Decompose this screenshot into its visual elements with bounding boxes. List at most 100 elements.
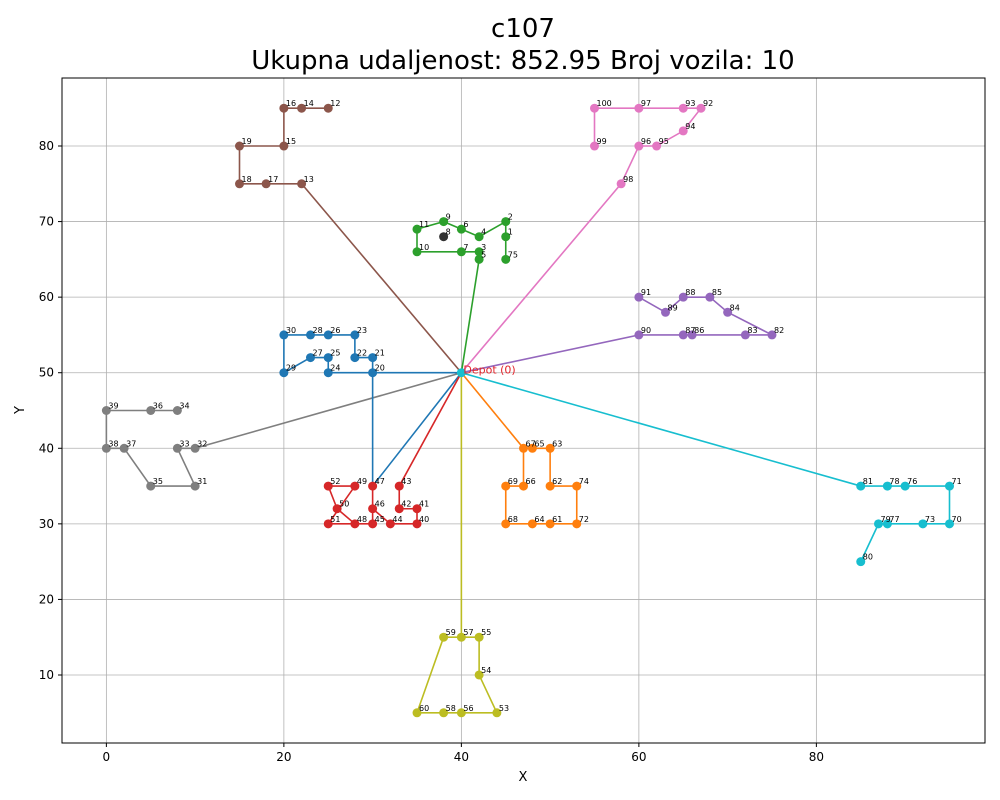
customer-point	[412, 504, 422, 514]
customer-point	[501, 232, 511, 242]
customer-label: 81	[863, 477, 873, 486]
y-tick-label: 50	[39, 366, 54, 380]
customer-label: 1	[508, 228, 513, 237]
customer-point	[474, 632, 484, 642]
x-tick-label: 60	[631, 750, 646, 764]
customer-label: 22	[357, 349, 367, 358]
customer-point	[394, 481, 404, 491]
customer-label: 95	[659, 137, 669, 146]
customer-label: 74	[579, 477, 589, 486]
customer-point	[101, 443, 111, 453]
customer-point	[146, 406, 156, 415]
customer-label: 64	[534, 515, 544, 524]
customer-point	[519, 443, 528, 453]
customer-point	[235, 141, 244, 151]
customer-point	[456, 708, 466, 718]
y-tick-label: 20	[39, 592, 54, 606]
depot-route-segment	[460, 259, 480, 373]
customer-point	[146, 481, 156, 491]
customer-label: 27	[313, 349, 323, 358]
customer-label: 52	[330, 477, 340, 486]
chart-subtitle: Ukupna udaljenost: 852.95 Broj vozila: 1…	[251, 46, 794, 76]
x-axis-label: X	[519, 770, 528, 785]
customer-label: 59	[446, 628, 456, 637]
customer-point	[634, 103, 644, 113]
customer-point	[279, 330, 289, 340]
customer-label: 60	[419, 704, 429, 713]
customer-point	[501, 254, 511, 264]
customer-label: 45	[375, 515, 385, 524]
depot-route-segment	[194, 371, 462, 450]
customer-point	[306, 353, 315, 363]
customer-point	[856, 557, 866, 567]
customer-label: 9	[446, 213, 451, 222]
customer-label: 48	[357, 515, 367, 524]
customer-label: 71	[952, 477, 962, 486]
customer-label: 20	[375, 364, 385, 373]
customer-label: 72	[579, 515, 589, 524]
customer-label: 34	[179, 402, 189, 411]
customer-label: 83	[747, 326, 757, 335]
customer-point	[439, 632, 449, 642]
customer-label: 17	[268, 175, 278, 184]
customer-label: 89	[668, 303, 678, 312]
customer-point	[634, 292, 644, 302]
customer-point	[190, 481, 200, 491]
customer-label: 13	[304, 175, 314, 184]
customer-label: 61	[552, 515, 562, 524]
customer-label: 79	[881, 515, 891, 524]
customer-label: 80	[863, 553, 873, 562]
customer-point	[439, 217, 449, 227]
customer-label: 96	[641, 137, 651, 146]
customer-label: 19	[242, 137, 252, 146]
customer-point	[678, 330, 688, 340]
customer-label: 33	[179, 439, 189, 448]
customer-point	[172, 443, 182, 453]
customer-point	[723, 307, 733, 317]
point-labels: 1234567891011121314151617181920212223242…	[108, 99, 961, 713]
customer-point	[900, 481, 910, 491]
customer-point	[323, 330, 333, 340]
customer-point	[856, 481, 866, 491]
customer-point	[350, 353, 360, 363]
customer-point	[661, 307, 670, 317]
customer-point	[492, 708, 502, 718]
customer-point	[696, 103, 706, 113]
customer-label: 31	[197, 477, 207, 486]
customer-label: 18	[242, 175, 252, 184]
customer-point	[394, 504, 404, 514]
customer-point	[119, 443, 129, 453]
customer-label: 43	[401, 477, 411, 486]
customer-point	[190, 443, 200, 453]
customer-label: 3	[481, 243, 486, 252]
customer-label: 99	[597, 137, 607, 146]
customer-point	[474, 254, 484, 264]
customer-label: 8	[446, 228, 451, 237]
y-tick-label: 80	[39, 139, 54, 153]
customer-label: 25	[330, 349, 340, 358]
points	[101, 103, 954, 718]
customer-label: 92	[703, 99, 713, 108]
customer-point	[261, 179, 271, 189]
ticks: 0 20 40 60 80 10 20 30 40 50 60 70 80	[39, 139, 824, 764]
customer-label: 68	[508, 515, 518, 524]
customer-label: 16	[286, 99, 296, 108]
customer-point	[385, 519, 395, 529]
customer-label: 51	[330, 515, 340, 524]
customer-point	[412, 519, 422, 529]
customer-label: 70	[952, 515, 962, 524]
customer-point	[439, 232, 449, 242]
customer-label: 30	[286, 326, 296, 335]
y-tick-label: 30	[39, 517, 54, 531]
customer-label: 57	[463, 628, 473, 637]
customer-point	[519, 481, 528, 491]
customer-point	[945, 481, 954, 491]
x-tick-label: 80	[809, 750, 824, 764]
customer-label: 15	[286, 137, 296, 146]
customer-label: 6	[463, 220, 468, 229]
customer-label: 4	[481, 228, 486, 237]
customer-point	[678, 103, 688, 113]
customer-point	[368, 368, 378, 378]
customer-point	[279, 368, 289, 378]
